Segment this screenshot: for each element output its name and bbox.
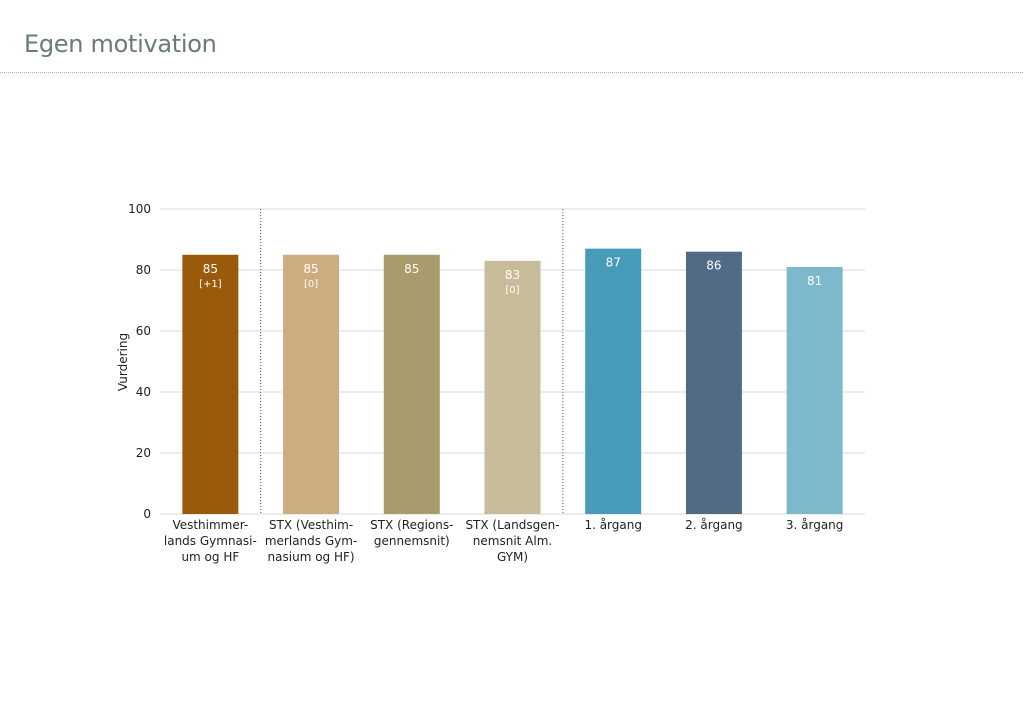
x-tick-label: nasium og HF)	[268, 550, 355, 564]
y-tick-label: 60	[136, 324, 151, 338]
y-axis-label: Vurdering	[116, 333, 130, 391]
bar-value-label: 81	[807, 274, 822, 288]
bar-value-label: 86	[706, 259, 721, 273]
bar	[685, 251, 742, 514]
y-tick-label: 100	[128, 202, 151, 216]
bar	[786, 266, 843, 514]
y-tick-label: 80	[136, 263, 151, 277]
bar-value-label: 87	[606, 256, 621, 270]
y-tick-label: 20	[136, 446, 151, 460]
x-tick-label: 2. årgang	[685, 518, 743, 532]
bar-value-label: 85	[203, 262, 218, 276]
x-tick-label: GYM)	[497, 550, 528, 564]
title-divider	[0, 72, 1023, 73]
page-title: Egen motivation	[24, 30, 217, 58]
bars: 85 [+1] 85 [0] 85 83 [0] 87 86 81	[182, 248, 843, 514]
y-tick-label: 0	[143, 507, 151, 521]
axes: 0 20 40 60 80 100 Vesthimmer-lands Gymnasi-um …	[128, 202, 843, 564]
x-tick-label: merlands Gym-	[265, 534, 357, 548]
bar	[182, 254, 239, 514]
x-tick-label: gennemsnit)	[374, 534, 450, 548]
bar	[484, 260, 541, 514]
bar-delta-label: [0]	[505, 285, 519, 296]
x-tick-label: nemsnit Alm.	[473, 534, 552, 548]
x-tick-label: um og HF	[181, 550, 239, 564]
x-tick-label: 3. årgang	[786, 518, 844, 532]
bar	[383, 254, 440, 514]
bar-delta-label: [+1]	[199, 279, 222, 290]
x-tick-label: STX (Landsgen-	[465, 518, 559, 532]
y-tick-label: 40	[136, 385, 151, 399]
x-tick-label: lands Gymnasi-	[164, 534, 257, 548]
bar-value-label: 85	[404, 262, 419, 276]
bar	[585, 248, 642, 514]
bar	[283, 254, 340, 514]
x-tick-label: 1. årgang	[584, 518, 642, 532]
bar-delta-label: [0]	[304, 279, 318, 290]
x-tick-label: STX (Regions-	[370, 518, 453, 532]
x-tick-label: Vesthimmer-	[172, 518, 248, 532]
bar-value-label: 85	[303, 262, 318, 276]
bar-value-label: 83	[505, 268, 520, 282]
x-tick-label: STX (Vesthim-	[269, 518, 353, 532]
